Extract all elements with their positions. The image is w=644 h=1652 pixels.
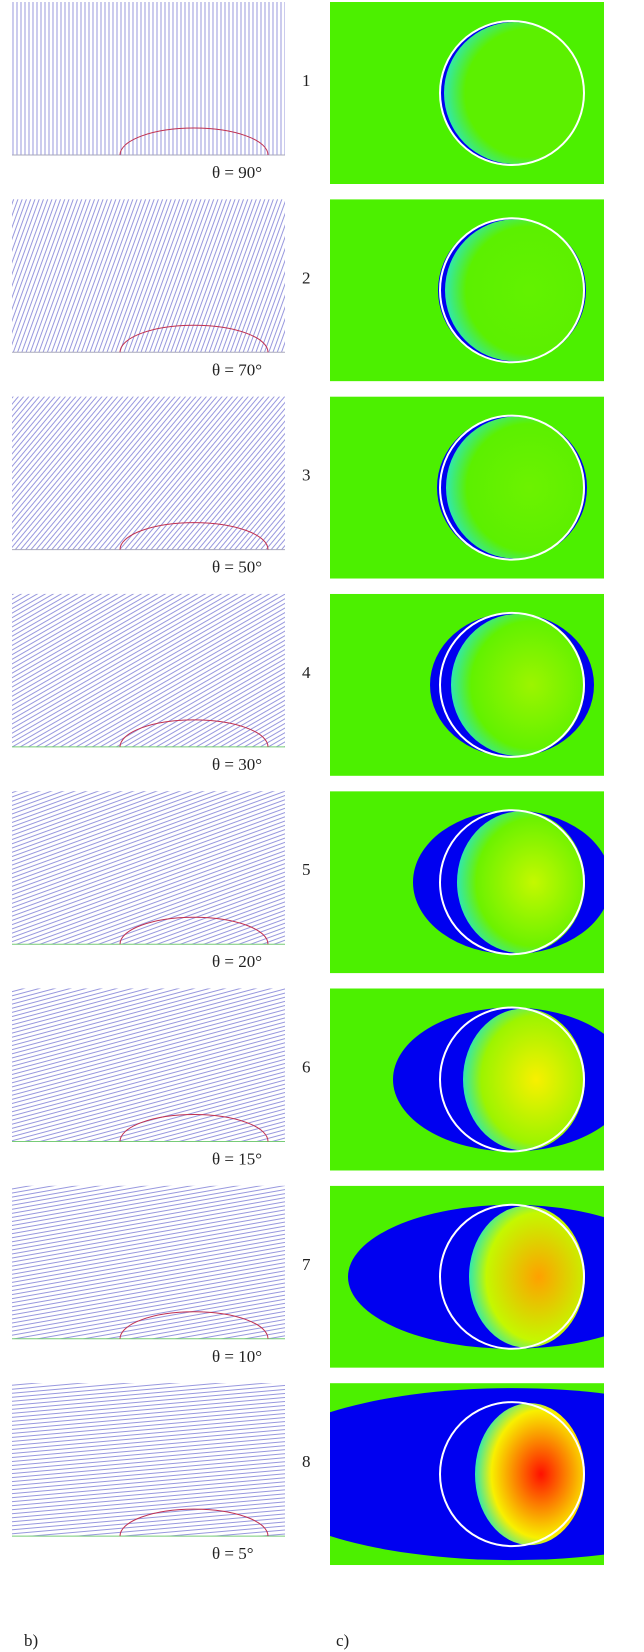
panel-label: c) [336, 1631, 349, 1650]
simulation-panel [330, 396, 604, 579]
angle-label: θ = 90° [212, 163, 262, 182]
row-index: 3 [302, 466, 311, 485]
contact-circle [439, 20, 585, 166]
hatch-panel [12, 396, 285, 550]
hatch-panel [12, 791, 285, 945]
simulation-panel [330, 1383, 604, 1566]
contact-circle [439, 1006, 585, 1153]
droplet-arc [119, 916, 269, 945]
droplet-arc [119, 1114, 269, 1142]
hatch-panel [12, 2, 285, 155]
contact-circle [439, 1203, 585, 1350]
angle-label: θ = 30° [212, 755, 262, 774]
angle-label: θ = 70° [212, 360, 262, 379]
hatch-panel [12, 593, 285, 747]
droplet-arc [119, 719, 269, 747]
simulation-panel [330, 1185, 604, 1368]
contact-circle [439, 809, 585, 956]
contact-circle [439, 1401, 585, 1548]
contact-circle [439, 217, 585, 364]
simulation-panel [330, 988, 604, 1171]
droplet-arc [119, 1508, 269, 1537]
droplet-arc [119, 1311, 269, 1339]
hatch-panel [12, 1383, 285, 1537]
angle-label: θ = 15° [212, 1150, 262, 1169]
angle-label: θ = 5° [212, 1544, 254, 1563]
row-index: 5 [302, 860, 311, 879]
simulation-panel [330, 593, 604, 776]
contact-circle [439, 611, 585, 758]
row-index: 1 [302, 71, 311, 90]
row-index: 6 [302, 1058, 311, 1077]
droplet-arc [119, 522, 269, 550]
angle-label: θ = 10° [212, 1347, 262, 1366]
hatch-panel [12, 988, 285, 1142]
panel-label: b) [24, 1631, 38, 1650]
hatch-panel [12, 1185, 285, 1339]
droplet-arc [119, 127, 269, 156]
droplet-arc [119, 324, 269, 353]
hatch-panel [12, 199, 285, 353]
row-index: 4 [302, 663, 311, 682]
row-index: 2 [302, 268, 311, 287]
simulation-panel [330, 2, 604, 184]
angle-label: θ = 20° [212, 952, 262, 971]
row-index: 8 [302, 1452, 311, 1471]
angle-label: θ = 50° [212, 558, 262, 577]
simulation-panel [330, 199, 604, 382]
contact-circle [439, 414, 585, 561]
row-index: 7 [302, 1255, 311, 1274]
simulation-panel [330, 791, 604, 974]
